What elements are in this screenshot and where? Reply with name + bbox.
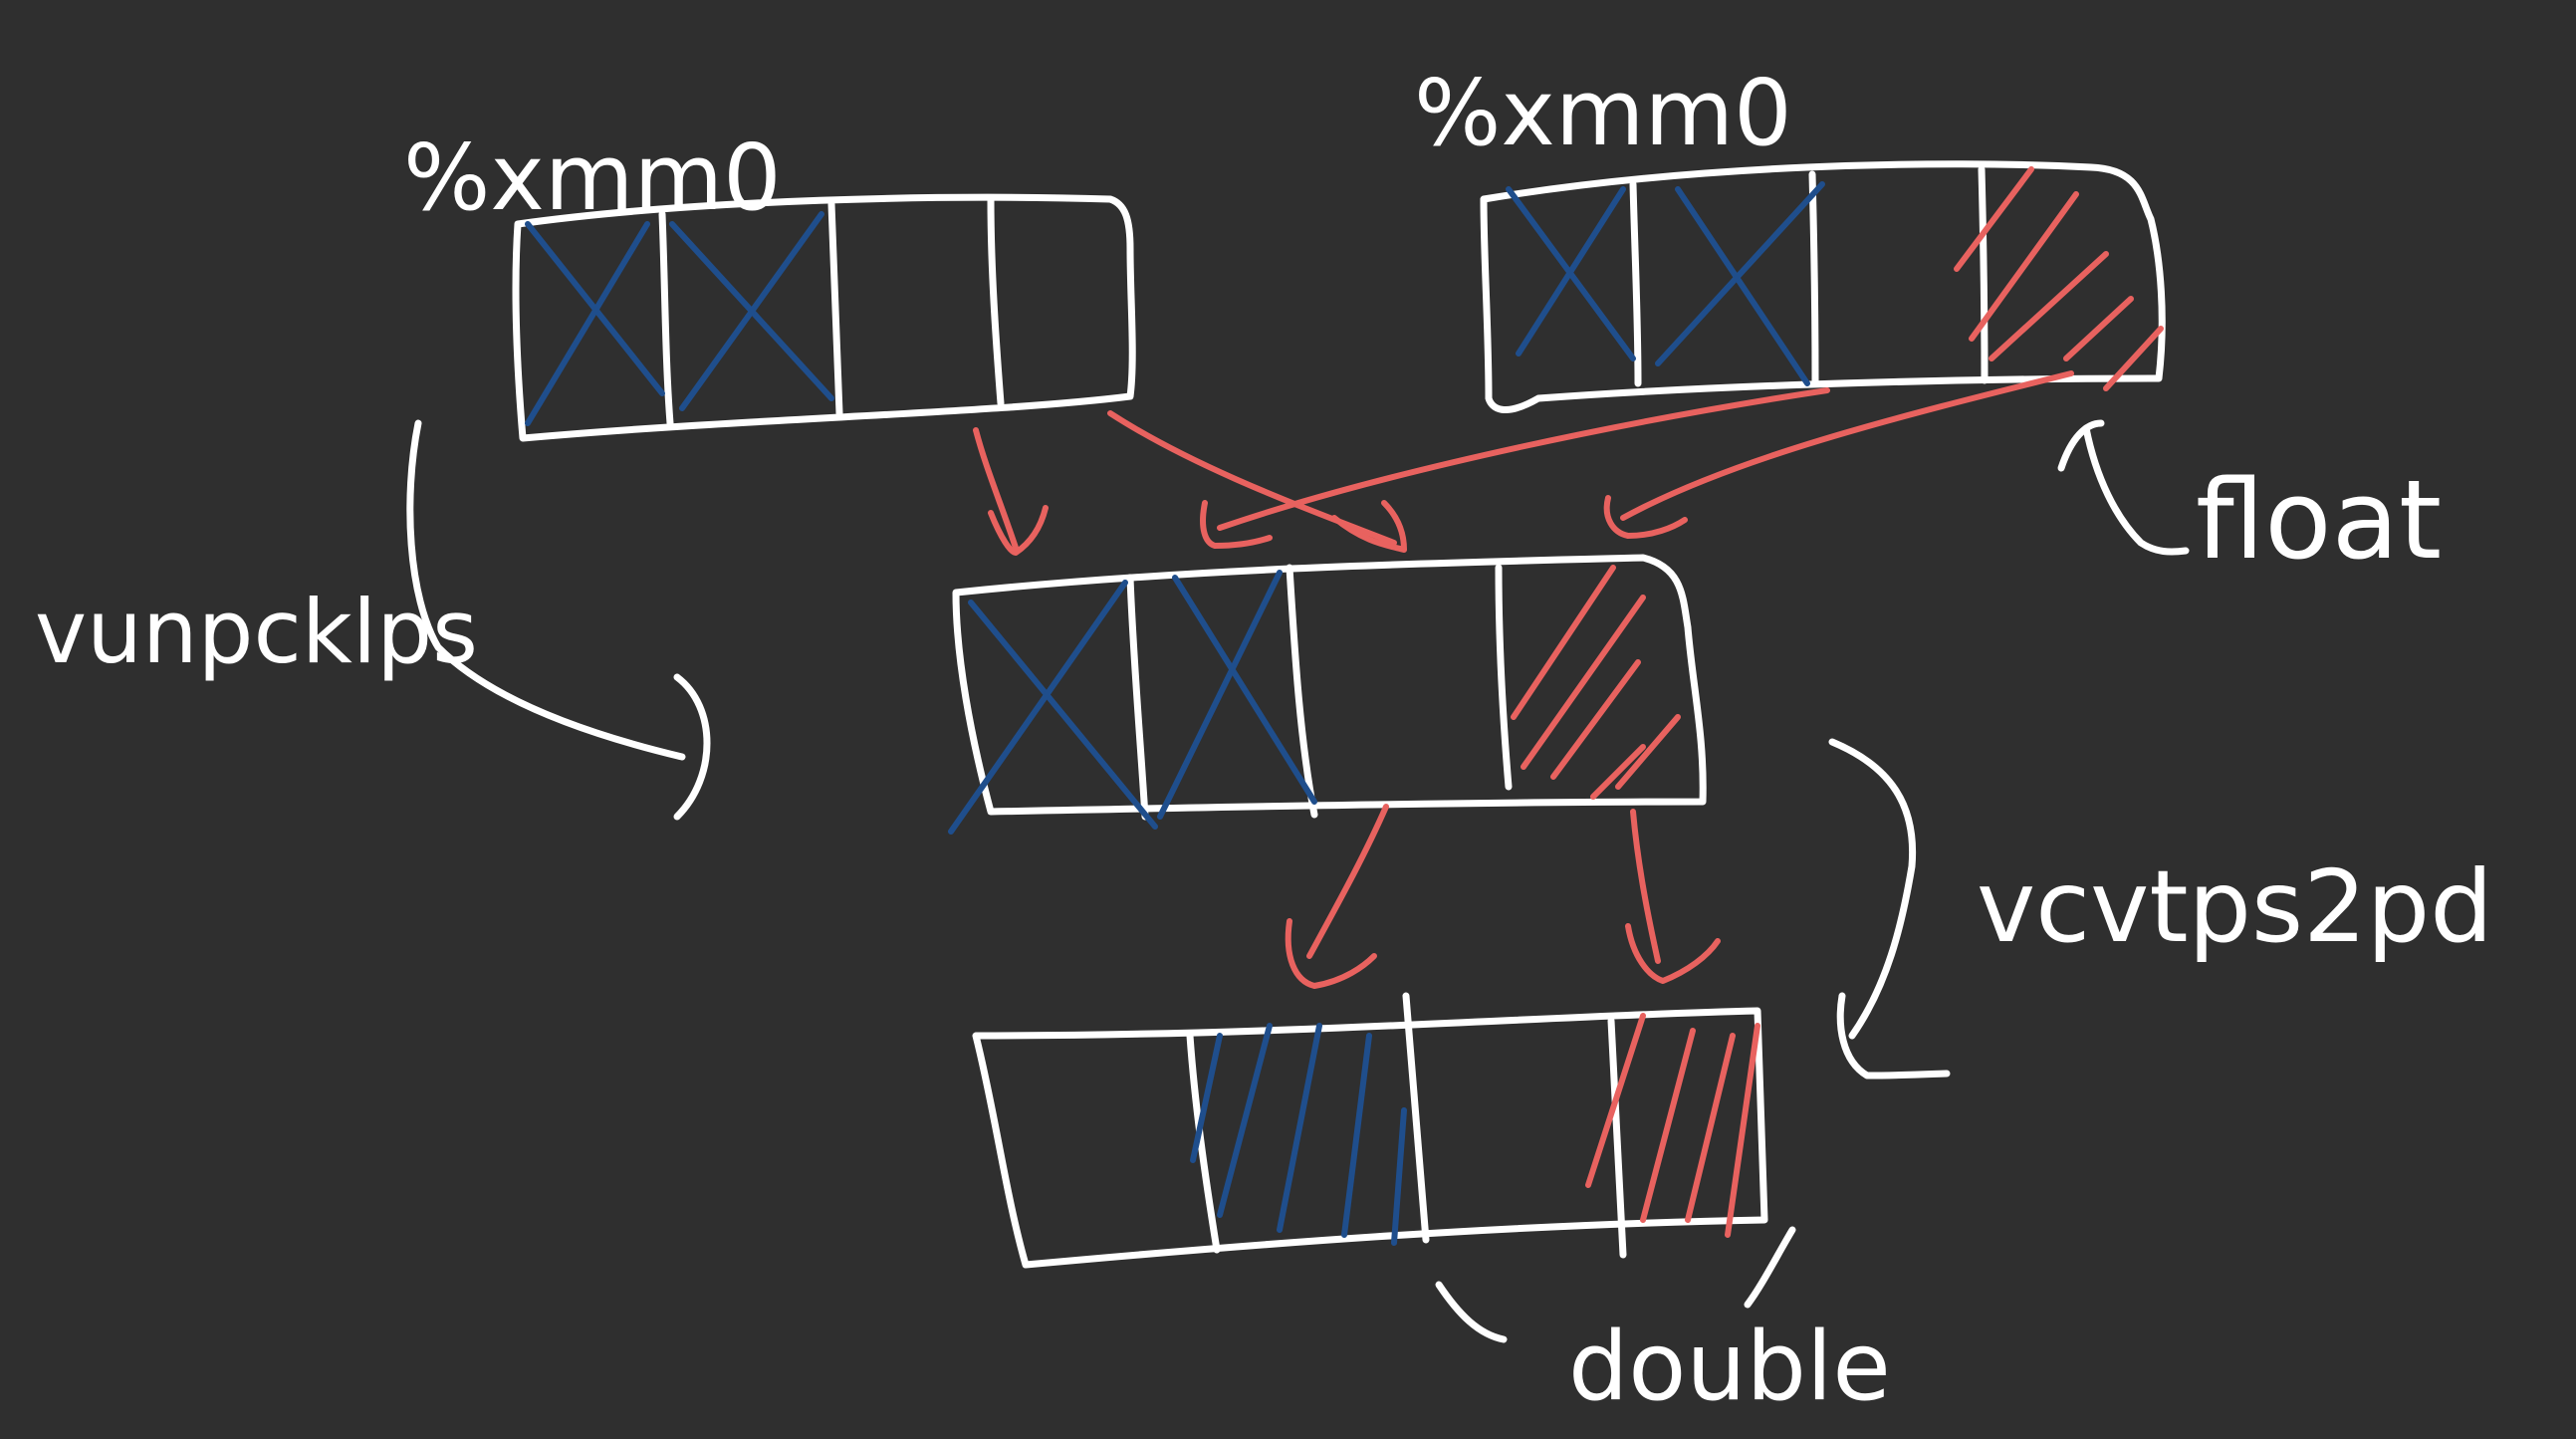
double-lane-hatch-zero [1190, 1023, 1407, 1246]
register-box-bottom [972, 992, 1768, 1269]
arrow-middle-lane3-to-bottom [1625, 809, 1721, 984]
zero-lane-mark-right-1 [1506, 186, 1636, 361]
register-label-left: %xmm0 [403, 124, 782, 231]
bracket-vunpcklps [406, 419, 711, 821]
register-box-left [512, 193, 1136, 442]
double-lane-hatch-data [1585, 1013, 1760, 1238]
pointer-float [2057, 419, 2190, 556]
zero-lane-mark-left-2 [669, 211, 834, 411]
register-label-right: %xmm0 [1414, 60, 1792, 166]
zero-lane-mark-right-2 [1655, 181, 1825, 386]
arrow-middle-lane1-to-bottom [1285, 804, 1389, 989]
arrow-left-lane0-to-middle-lane0 [973, 427, 1049, 556]
pointer-double [1435, 1226, 1796, 1343]
register-box-middle [948, 554, 1707, 835]
instruction-label-vcvtps2pd: vcvtps2pd [1977, 848, 2493, 965]
zero-lane-mark-middle-2 [1157, 570, 1317, 820]
arrow-left-lane1-to-middle-lane2 [1107, 410, 1407, 553]
type-label-float: float [2196, 456, 2442, 584]
zero-lane-mark-middle-1 [948, 580, 1158, 835]
float-lane-hatch-middle [1511, 565, 1681, 800]
bracket-vcvtps2pd [1828, 738, 1951, 1079]
float-lane-hatch-right [1954, 166, 2164, 391]
zero-lane-mark-left-1 [525, 221, 665, 426]
arrow-right-lane0-to-middle-lane1 [1200, 387, 1830, 549]
type-label-double: double [1568, 1313, 1891, 1422]
instruction-label-vunpcklps: vunpcklps [35, 581, 478, 683]
register-box-right [1480, 160, 2166, 414]
arrow-right-lane3-to-middle-lane3 [1603, 370, 2074, 539]
